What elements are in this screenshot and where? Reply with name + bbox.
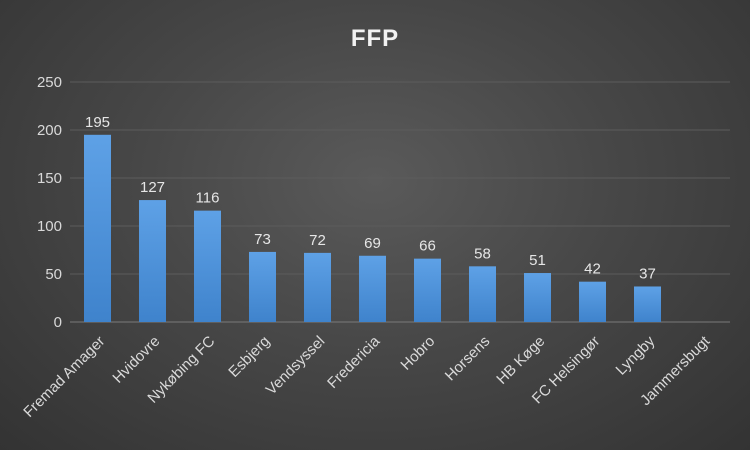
y-tick-label: 100 xyxy=(37,218,62,235)
y-tick-label: 250 xyxy=(37,74,62,91)
bar xyxy=(194,210,221,322)
data-label: 127 xyxy=(140,179,165,196)
data-label: 66 xyxy=(419,238,436,255)
bar xyxy=(524,273,551,322)
bar xyxy=(359,255,386,322)
x-category-label: Lyngby xyxy=(612,332,658,378)
y-axis-tick-labels: 0 50 100 150 200 250 xyxy=(37,74,62,331)
data-label: 69 xyxy=(364,235,381,252)
data-label: 116 xyxy=(196,190,220,207)
chart-title: FFP xyxy=(351,25,399,52)
x-category-label: Horsens xyxy=(442,333,494,385)
y-tick-label: 200 xyxy=(37,122,62,139)
x-category-label: Fremad Amager xyxy=(20,333,108,421)
bar xyxy=(414,258,441,322)
x-category-label: Fredericia xyxy=(324,332,384,392)
bar xyxy=(139,200,166,322)
data-label: 51 xyxy=(529,252,546,269)
bar xyxy=(249,251,276,322)
data-label: 195 xyxy=(85,114,110,131)
y-tick-label: 0 xyxy=(54,314,62,331)
bar xyxy=(579,281,606,322)
data-label: 73 xyxy=(254,231,271,248)
data-label: 37 xyxy=(639,265,656,282)
bars xyxy=(84,134,661,322)
x-category-label: Hvidovre xyxy=(109,333,163,387)
x-category-label: HB Køge xyxy=(493,333,548,388)
x-category-label: Esbjerg xyxy=(225,333,273,381)
bar xyxy=(304,252,331,322)
data-label: 58 xyxy=(474,245,491,262)
y-tick-label: 50 xyxy=(45,266,62,283)
bar xyxy=(469,266,496,322)
data-label: 72 xyxy=(309,232,326,249)
y-tick-label: 150 xyxy=(37,170,62,187)
data-label: 42 xyxy=(584,261,601,278)
data-labels: 195 127 116 73 72 69 66 58 51 42 37 xyxy=(85,114,656,283)
x-category-label: Hobro xyxy=(397,333,438,374)
gridlines xyxy=(70,81,730,323)
x-category-label: Vendsyssel xyxy=(263,333,329,399)
bar xyxy=(634,286,661,322)
bar xyxy=(84,134,111,322)
